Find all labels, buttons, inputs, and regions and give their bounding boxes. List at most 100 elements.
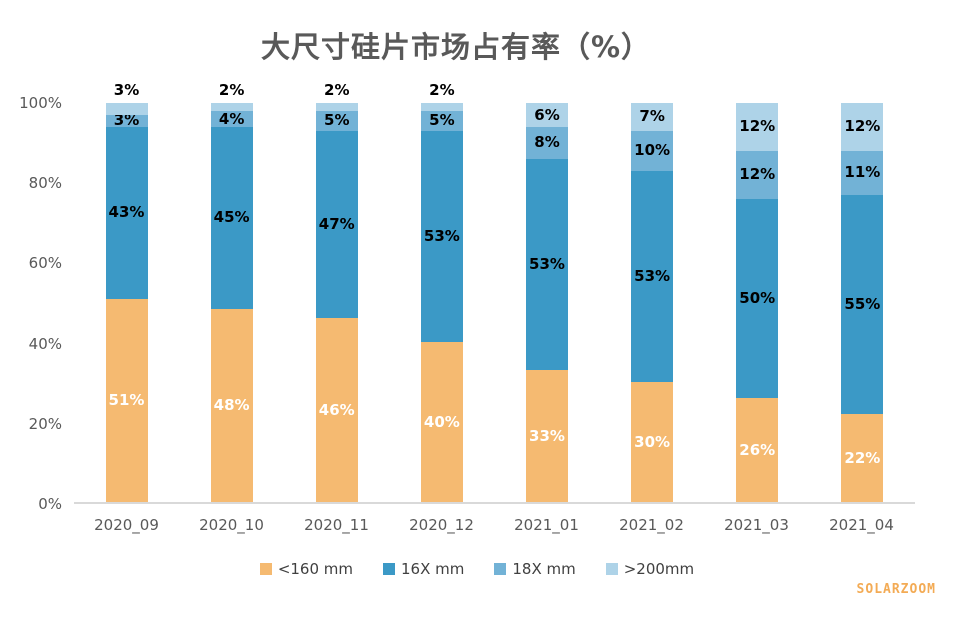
stacked-bar: 30% 53% 10% 7%: [631, 103, 674, 502]
y-axis: 100% 80% 60% 40% 20% 0%: [0, 94, 62, 513]
bar-segment: 45%: [210, 127, 253, 309]
bar-segment: 48%: [210, 308, 253, 502]
bar-segment: 26%: [736, 398, 779, 502]
x-axis-tick-label: 2021_01: [514, 516, 579, 534]
data-label: 5%: [429, 111, 455, 130]
x-axis: 2020_09 2020_10 2020_11 2020_12 2021_01 2021_…: [74, 516, 915, 534]
bar-column-2021_04: 22% 55% 11% 12%: [810, 103, 915, 502]
bar-segment: 12%: [736, 150, 779, 199]
y-axis-tick-label: 60%: [28, 254, 62, 273]
y-axis-tick-label: 40%: [28, 334, 62, 353]
legend-label: >200mm: [623, 560, 695, 578]
legend: <160 mm 16X mm 18X mm >200mm: [0, 560, 954, 578]
legend-swatch-icon: [383, 563, 396, 575]
bar-segment: 22%: [841, 414, 884, 502]
data-label: 4%: [218, 109, 245, 128]
data-label: 3%: [113, 111, 140, 130]
bar-segment: 51%: [105, 298, 148, 502]
bar-segment: 53%: [526, 158, 568, 371]
data-label: 8%: [534, 133, 560, 152]
data-label: 40%: [423, 412, 460, 431]
bar-segment: 55%: [841, 194, 884, 415]
bar-segment: 46%: [315, 318, 358, 502]
stacked-bar: 48% 45% 4% 2%: [210, 81, 253, 502]
data-label: 51%: [108, 390, 145, 409]
data-label: 22%: [844, 448, 881, 467]
data-label-above-bar: 2%: [218, 81, 245, 99]
legend-label: 18X mm: [512, 560, 576, 578]
y-axis-tick-label: 80%: [28, 174, 62, 193]
data-label: 46%: [318, 400, 355, 419]
data-label: 30%: [634, 432, 671, 451]
bar-segment: 40%: [420, 342, 463, 502]
plot-area: 51% 43% 3% 3% 48% 45% 4% 2% 46% 47% 5% 2% 40% 53% 5% 2%…: [74, 81, 915, 504]
bar-segment: 3%: [105, 111, 148, 130]
bar-segment: [420, 103, 463, 111]
bar-segment: 5%: [315, 111, 358, 131]
x-axis-tick-label: 2021_03: [724, 516, 789, 534]
legend-item: >200mm: [605, 560, 695, 578]
bar-column-2020_12: 40% 53% 5% 2%: [389, 81, 494, 502]
chart-title: 大尺寸硅片市场占有率（%）: [260, 30, 652, 64]
x-axis-tick-label: 2020_11: [304, 516, 369, 534]
data-label: 11%: [844, 163, 881, 182]
x-axis-tick-label: 2021_04: [829, 516, 894, 534]
data-label: 43%: [108, 203, 145, 222]
data-label: 7%: [639, 107, 665, 126]
data-label-above-bar: 2%: [324, 81, 350, 99]
bar-segment: 12%: [736, 103, 779, 151]
stacked-bar: 33% 53% 8% 6%: [526, 103, 568, 502]
x-axis-tick-label: 2020_10: [199, 516, 264, 534]
bar-column-2020_11: 46% 47% 5% 2%: [284, 81, 389, 502]
y-axis-tick-label: 100%: [19, 94, 62, 112]
data-label: 6%: [534, 105, 560, 124]
bar-segment: 53%: [420, 130, 463, 343]
bar-segment: [315, 103, 358, 112]
bar-segment: 12%: [841, 103, 884, 151]
data-label: 48%: [213, 395, 250, 414]
y-axis-tick-label: 20%: [28, 414, 62, 433]
bar-segment: 7%: [631, 103, 674, 131]
data-label: 53%: [634, 267, 671, 286]
data-label: 12%: [739, 165, 776, 184]
legend-item: 18X mm: [494, 560, 576, 578]
bar-segment: 4%: [210, 109, 253, 128]
x-axis-tick-label: 2020_12: [409, 516, 474, 534]
x-axis-tick-label: 2021_02: [619, 516, 684, 534]
stacked-bar: 40% 53% 5% 2%: [420, 81, 463, 502]
bar-segment: 50%: [736, 198, 779, 399]
bar-column-2021_02: 30% 53% 10% 7%: [600, 103, 705, 502]
bar-column-2020_09: 51% 43% 3% 3%: [74, 81, 179, 502]
legend-swatch-icon: [494, 563, 507, 575]
data-label: 53%: [423, 227, 460, 246]
legend-swatch-icon: [259, 563, 272, 575]
watermark: SOLARZOOM: [856, 582, 936, 597]
bar-segment: 33%: [526, 370, 568, 502]
bar-segment: 11%: [841, 150, 884, 195]
stacked-bar: 22% 55% 11% 12%: [841, 103, 884, 502]
bar-segment: 8%: [526, 126, 568, 159]
stacked-bar: 46% 47% 5% 2%: [315, 81, 358, 502]
data-label-above-bar: 3%: [113, 81, 140, 99]
bar-column-2021_01: 33% 53% 8% 6%: [495, 103, 600, 502]
legend-swatch-icon: [605, 563, 618, 575]
data-label: 47%: [318, 215, 355, 234]
bar-segment: 10%: [631, 130, 674, 171]
bar-segment: 5%: [420, 111, 463, 131]
data-label: 5%: [324, 111, 350, 130]
stacked-bar: 26% 50% 12% 12%: [736, 103, 779, 502]
data-label: 45%: [213, 208, 250, 227]
legend-item: <160 mm: [259, 560, 353, 578]
data-label: 12%: [844, 117, 881, 136]
bar-segment: 43%: [105, 126, 148, 299]
data-label: 53%: [529, 255, 565, 274]
stacked-bar: 51% 43% 3% 3%: [105, 81, 148, 502]
legend-item: 16X mm: [383, 560, 464, 578]
data-label: 12%: [739, 117, 776, 136]
data-label: 33%: [529, 426, 565, 445]
bar-column-2021_03: 26% 50% 12% 12%: [705, 103, 810, 502]
bar-segment: 53%: [631, 170, 674, 383]
x-axis-tick-label: 2020_09: [94, 516, 159, 534]
data-label: 50%: [739, 289, 776, 308]
